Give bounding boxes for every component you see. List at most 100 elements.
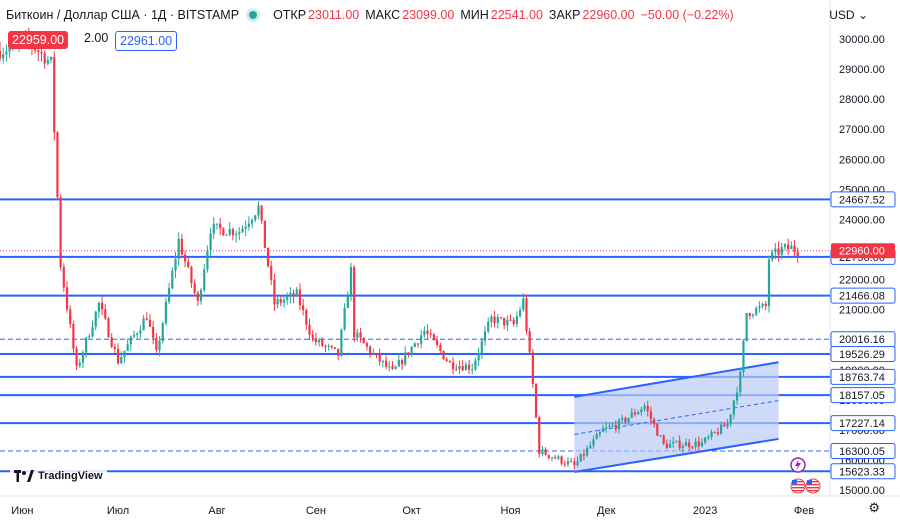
candle-body (659, 435, 662, 437)
candle-body (735, 392, 739, 401)
level-tag-label: 16300.05 (839, 446, 885, 458)
candle (254, 214, 257, 223)
tradingview-logo[interactable]: TradingView (10, 468, 107, 484)
candle-body (381, 360, 384, 362)
candle (209, 227, 212, 257)
candle (317, 337, 321, 347)
candle-body (681, 446, 684, 449)
level-tag-box (830, 287, 896, 304)
candle-body (152, 326, 155, 338)
candle-body (295, 289, 298, 297)
candle-body (538, 417, 541, 455)
candle-body (410, 346, 413, 355)
currency-selector[interactable]: USD ⌄ (829, 8, 868, 22)
candle-body (279, 299, 282, 303)
candle-body (586, 448, 589, 456)
candle (53, 51, 56, 141)
candle-body (263, 220, 266, 249)
candle (199, 287, 203, 305)
candle (439, 342, 442, 355)
candle (394, 365, 397, 370)
candle (426, 324, 429, 339)
candle (614, 420, 617, 433)
gear-icon[interactable]: ⚙ (868, 500, 880, 515)
level-price-tag[interactable]: 15623.33 (830, 463, 896, 480)
candle (764, 300, 767, 311)
level-price-tag[interactable]: 19526.29 (830, 345, 896, 362)
candle (771, 249, 774, 263)
candle (104, 303, 107, 321)
candle-body (758, 306, 761, 308)
candle-body (5, 51, 8, 55)
candle (544, 447, 547, 456)
level-price-tag[interactable]: 24667.52 (830, 191, 896, 208)
candle-body (691, 447, 694, 449)
us-flag-icon[interactable] (805, 478, 821, 494)
candle (436, 335, 439, 348)
level-price-tag[interactable]: 21466.08 (830, 287, 896, 304)
candle (621, 414, 624, 424)
candle (161, 321, 164, 344)
candle-body (426, 330, 429, 334)
level-price-tag[interactable]: 16300.05 (830, 442, 896, 459)
symbol-title[interactable]: Биткоин / Доллар США · 1Д · BITSTAMP (6, 8, 240, 22)
candle-body (557, 456, 560, 459)
level-price-tag[interactable]: 18763.74 (830, 368, 896, 385)
candle-body (420, 335, 423, 344)
candle (586, 445, 589, 457)
candle-body (755, 307, 758, 315)
candle (302, 298, 305, 316)
candle (688, 439, 691, 452)
candle-body (643, 405, 646, 410)
candle-body (640, 409, 643, 412)
candle (672, 436, 675, 448)
candle-body (656, 424, 659, 436)
high-label: МАКС (365, 8, 401, 22)
level-price-tag[interactable]: 18157.05 (830, 387, 896, 404)
x-tick-label: Июл (107, 505, 129, 517)
candle-body (132, 335, 136, 337)
candle (681, 443, 684, 453)
candle-body (544, 449, 547, 455)
sell-button[interactable]: 22959.00 (8, 31, 69, 49)
candle (174, 251, 177, 278)
candle (490, 314, 493, 328)
level-price-tag[interactable]: 20016.16 (830, 331, 896, 348)
candle (617, 418, 621, 434)
us-flag-icon[interactable] (790, 478, 806, 494)
candle-body (238, 232, 241, 235)
candle (423, 325, 426, 338)
candle-body (704, 437, 707, 443)
candle-body (493, 316, 496, 324)
flag-canton (807, 480, 812, 485)
candle (464, 361, 467, 371)
chevron-down-icon: ⌄ (857, 8, 868, 22)
level-price-tag[interactable]: 17227.14 (830, 415, 896, 432)
level-tag-label: 15623.33 (839, 466, 885, 478)
candle-body (148, 319, 152, 327)
candle (576, 456, 579, 467)
candle-body (155, 337, 158, 351)
candle (340, 328, 343, 358)
buy-button[interactable]: 22961.00 (115, 31, 178, 51)
chart-header: Биткоин / Доллар США · 1Д · BITSTAMP ОТК… (6, 8, 734, 22)
spread-value: 2.00 (84, 31, 109, 45)
candle-body (790, 245, 793, 250)
candle (110, 333, 113, 349)
lightning-icon-bolt (795, 459, 801, 471)
candle (755, 306, 758, 317)
candle-body (353, 267, 356, 338)
candle (330, 345, 333, 350)
candle-body (62, 266, 65, 288)
current-price-tag[interactable]: 22960.00 (831, 243, 895, 259)
lightning-icon[interactable] (790, 457, 806, 473)
candle (538, 415, 541, 458)
candle (675, 440, 678, 443)
candle-body (611, 425, 614, 427)
candle-body (407, 352, 410, 355)
candle (503, 317, 506, 330)
flag-stripe (807, 490, 819, 492)
candle (362, 337, 365, 344)
candle-body (506, 319, 509, 326)
